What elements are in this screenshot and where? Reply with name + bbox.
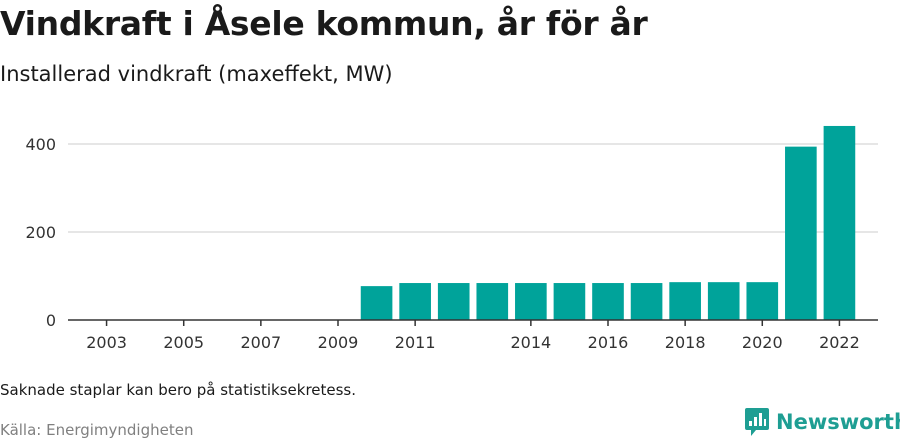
x-tick-label: 2003 <box>86 333 127 352</box>
newsworthy-logo-icon <box>745 408 769 436</box>
bar-2011 <box>399 283 431 320</box>
x-tick-label: 2020 <box>742 333 783 352</box>
bar-2021 <box>785 146 817 320</box>
x-tick-label: 2009 <box>318 333 359 352</box>
bar-2019 <box>707 282 740 320</box>
x-tick-label: 2007 <box>240 333 281 352</box>
bar-2016 <box>592 283 624 320</box>
source-label: Källa: Energimyndigheten <box>0 421 194 439</box>
y-tick-label: 0 <box>46 311 56 330</box>
x-tick-label: 2018 <box>665 333 706 352</box>
bars <box>360 125 856 321</box>
brand-name: Newsworthy <box>776 410 900 434</box>
bar-2013 <box>476 283 509 320</box>
footnote: Saknade staplar kan bero på statistiksek… <box>0 381 357 399</box>
axes: 0 200 400 2003 2005 2007 2009 2011 2014 2016 2018 2… <box>25 135 878 352</box>
gridlines <box>68 143 878 233</box>
bar-2018 <box>669 282 701 320</box>
bar-2010 <box>360 286 393 320</box>
chart-title: Vindkraft i Åsele kommun, år för år <box>0 4 648 43</box>
brand[interactable]: Newsworthy <box>744 407 900 437</box>
y-tick-label: 400 <box>25 135 56 154</box>
x-tick-label: 2005 <box>163 333 204 352</box>
x-tick-label: 2016 <box>588 333 629 352</box>
bar-2014 <box>515 283 547 320</box>
x-tick-label: 2022 <box>819 333 860 352</box>
bar-2022 <box>823 125 856 321</box>
x-tick-label: 2011 <box>395 333 436 352</box>
y-tick-label: 200 <box>25 223 56 242</box>
bar-2015 <box>553 283 586 320</box>
bar-2020 <box>746 282 779 320</box>
x-tick-label: 2014 <box>510 333 551 352</box>
chart-subtitle: Installerad vindkraft (maxeffekt, MW) <box>0 62 393 86</box>
bar-2017 <box>630 283 663 320</box>
bar-2012 <box>437 283 470 320</box>
